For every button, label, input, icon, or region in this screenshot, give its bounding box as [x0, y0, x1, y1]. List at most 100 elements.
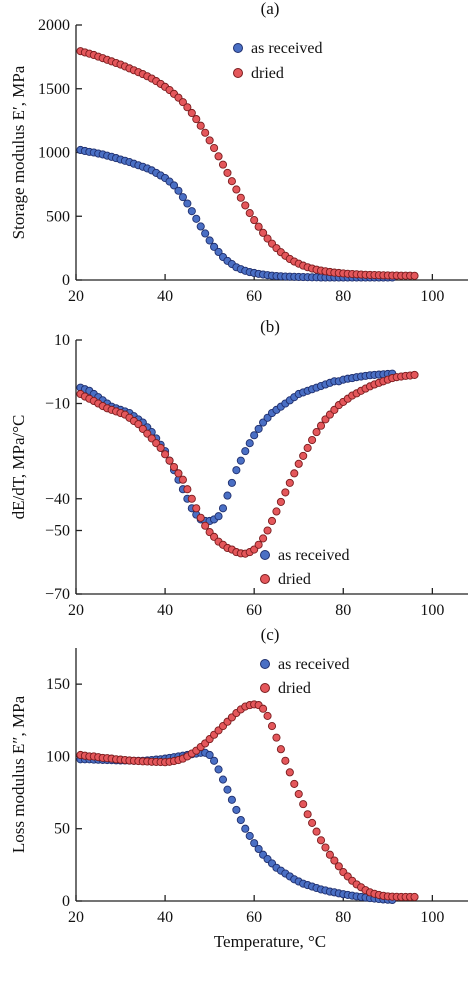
data-point — [330, 856, 339, 865]
data-point — [227, 795, 236, 804]
data-point — [232, 185, 241, 194]
data-point — [285, 768, 294, 777]
data-point — [169, 181, 179, 190]
data-point — [299, 451, 308, 460]
legend-marker — [260, 550, 270, 560]
data-point — [272, 507, 281, 516]
legend-label: as received — [278, 547, 350, 564]
data-point — [214, 247, 223, 256]
data-point — [214, 512, 223, 521]
x-tick-label: 80 — [335, 909, 351, 926]
data-point — [156, 443, 165, 453]
data-point — [183, 199, 192, 208]
data-point — [290, 779, 299, 788]
data-point — [236, 456, 245, 465]
y-axis-label: dE/dT, MPa/°C — [9, 415, 28, 520]
data-point — [165, 456, 174, 465]
data-point — [223, 491, 232, 500]
y-tick-label: −10 — [45, 396, 70, 413]
data-point — [276, 497, 285, 506]
y-tick-label: 1000 — [38, 145, 70, 162]
data-point — [281, 488, 290, 497]
data-point — [321, 843, 330, 852]
data-point — [254, 222, 263, 231]
x-tick-label: 100 — [420, 288, 444, 305]
x-tick-label: 80 — [335, 602, 351, 619]
data-point — [245, 831, 254, 840]
series-as-received — [76, 145, 397, 282]
data-point — [245, 439, 254, 448]
legend-marker — [260, 683, 270, 693]
data-point — [312, 428, 321, 437]
data-point — [250, 216, 259, 225]
data-point — [254, 540, 263, 549]
data-point — [187, 207, 196, 216]
data-point — [201, 128, 210, 137]
data-point — [281, 756, 290, 765]
data-point — [241, 201, 250, 210]
legend-marker — [260, 574, 270, 584]
data-point — [192, 115, 201, 124]
data-point — [192, 504, 201, 513]
data-point — [223, 785, 232, 794]
x-tick-label: 60 — [246, 288, 262, 305]
y-tick-label: 100 — [46, 748, 70, 765]
series-dried — [76, 47, 419, 280]
data-point — [183, 103, 192, 112]
y-tick-label: −50 — [45, 523, 70, 540]
x-tick-label: 40 — [157, 602, 173, 619]
data-point — [245, 209, 254, 218]
data-point — [236, 815, 245, 825]
data-point — [205, 750, 214, 760]
data-point — [325, 850, 334, 859]
data-point — [192, 214, 201, 223]
legend-label: dried — [278, 571, 311, 588]
data-point — [210, 143, 219, 153]
y-tick-label: 50 — [54, 821, 70, 838]
data-point — [263, 711, 272, 720]
data-point — [303, 810, 312, 819]
data-point — [303, 443, 312, 453]
x-tick-label: 20 — [68, 909, 84, 926]
x-tick-label: 20 — [68, 288, 84, 305]
data-point — [236, 193, 245, 202]
y-tick-label: 1500 — [38, 81, 70, 98]
data-point — [272, 733, 281, 742]
series-as-received — [76, 369, 397, 526]
panel-2: −70 −50 −40 −10 10 20 40 60 80 100 (b) dE/dT, MPa/°… — [9, 317, 468, 619]
data-point — [227, 177, 236, 186]
legend-marker — [260, 659, 270, 669]
x-tick-label: 60 — [246, 909, 262, 926]
y-tick-label: 2000 — [38, 17, 70, 34]
data-point — [254, 424, 263, 433]
data-point — [214, 765, 223, 774]
data-point — [294, 789, 303, 799]
data-point — [210, 242, 219, 251]
legend: as received dried — [233, 40, 323, 82]
data-point — [174, 186, 183, 195]
data-point — [299, 800, 308, 809]
data-point — [294, 459, 303, 468]
data-point — [214, 152, 223, 161]
y-axis-label: Storage modulus E′, MPa — [9, 65, 28, 239]
panel-label: (c) — [261, 625, 280, 644]
data-point — [267, 722, 277, 731]
data-point — [254, 844, 263, 854]
data-point — [250, 431, 259, 440]
legend: as received dried — [260, 547, 350, 588]
panel-3: 0 50 100 150 20 40 60 80 100 (c) Loss modulus E″, … — [9, 625, 468, 951]
data-point — [308, 435, 317, 445]
data-point — [316, 421, 326, 430]
legend: as received dried — [260, 656, 350, 697]
data-point — [259, 704, 268, 713]
y-tick-label: 150 — [46, 676, 70, 693]
x-tick-label: 100 — [420, 602, 444, 619]
data-point — [316, 836, 326, 845]
data-point — [290, 469, 299, 478]
y-tick-label: 0 — [62, 272, 70, 289]
data-point — [218, 504, 228, 513]
legend-marker — [233, 68, 243, 78]
data-point — [178, 98, 187, 107]
data-point — [178, 193, 187, 202]
